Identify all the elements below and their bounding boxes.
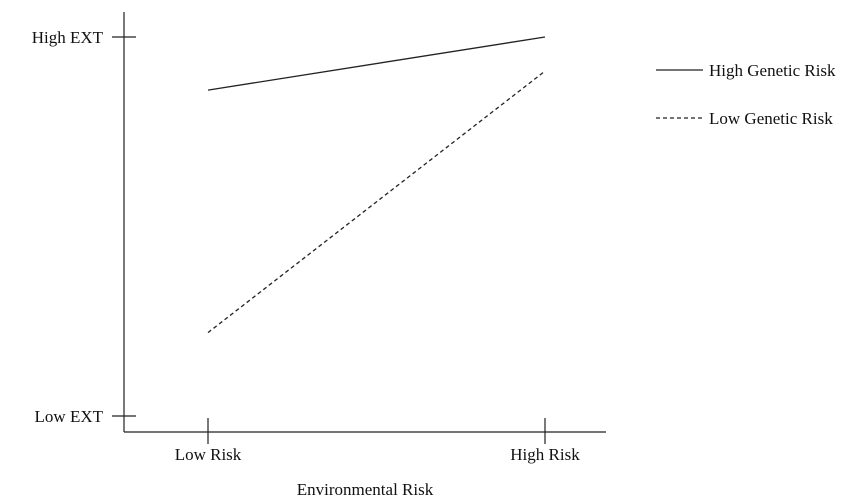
series-line-high-genetic-risk: [207, 36, 546, 91]
x-tick-label-high-risk: High Risk: [510, 445, 580, 464]
x-axis-title: Environmental Risk: [297, 480, 434, 499]
legend-label-low-genetic-risk: Low Genetic Risk: [709, 109, 833, 128]
y-tick-label-high: High EXT: [32, 28, 104, 47]
legend: High Genetic Risk Low Genetic Risk: [656, 61, 836, 128]
legend-label-high-genetic-risk: High Genetic Risk: [709, 61, 836, 80]
y-tick-label-low: Low EXT: [35, 407, 104, 426]
series-line-low-genetic-risk: [207, 70, 546, 334]
x-tick-label-low-risk: Low Risk: [175, 445, 242, 464]
axes: [123, 12, 606, 433]
